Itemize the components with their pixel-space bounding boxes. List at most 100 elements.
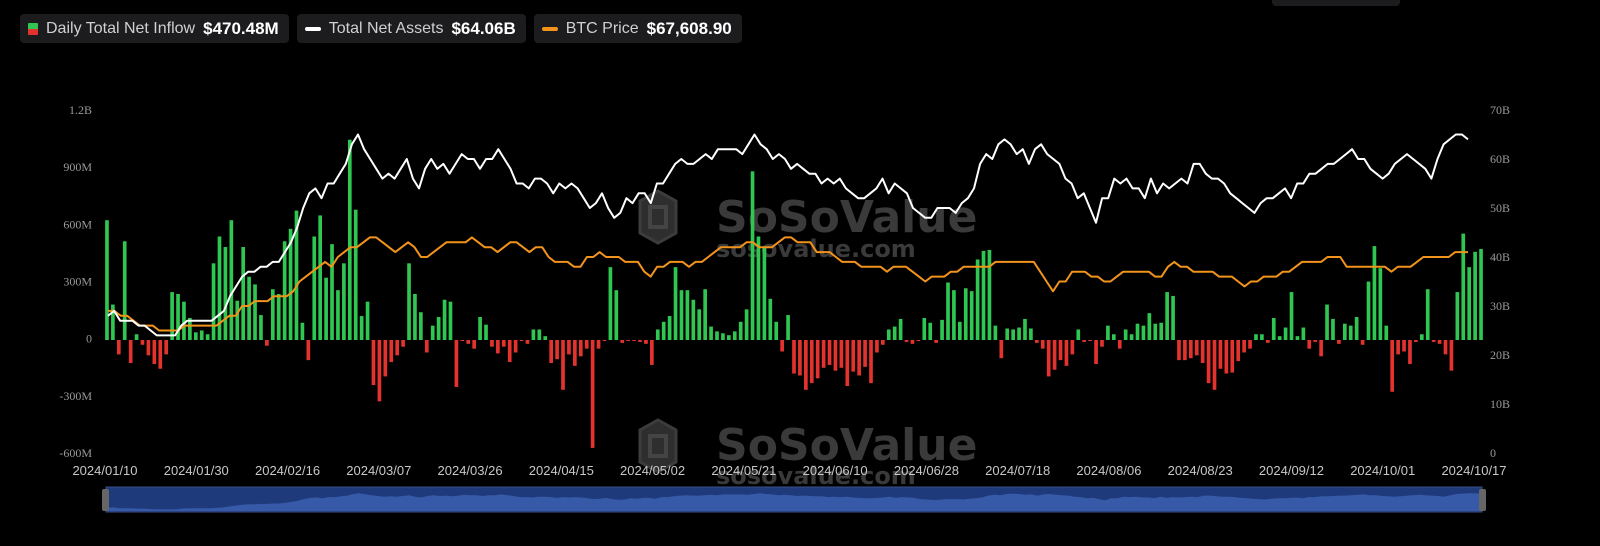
inflow-bar [709, 326, 713, 340]
inflow-bar [792, 340, 796, 374]
inflow-bar [573, 340, 577, 366]
inflow-bar [845, 340, 850, 386]
right-tick-label: 30B [1490, 299, 1510, 313]
inflow-bar [259, 315, 263, 340]
inflow-bar [1029, 328, 1033, 340]
inflow-bar [466, 340, 471, 344]
navigator-left-handle[interactable] [102, 489, 109, 511]
inflow-bar [1200, 340, 1205, 363]
inflow-bar [1378, 268, 1383, 341]
legend-assets[interactable]: Total Net Assets $64.06B [296, 14, 526, 43]
right-tick-label: 50B [1490, 201, 1510, 215]
top-right-control[interactable] [1272, 0, 1400, 6]
inflow-bar [1437, 340, 1442, 344]
x-tick-label: 2024/02/16 [255, 463, 320, 478]
inflow-bar [1088, 340, 1092, 341]
inflow-bar [1212, 340, 1217, 390]
x-tick-label: 2024/06/28 [894, 463, 959, 478]
inflow-bar [1153, 323, 1158, 340]
inflow-bar [128, 340, 133, 363]
watermark-logo-icon [638, 189, 678, 245]
inflow-bar [478, 317, 482, 340]
inflow-bar [892, 326, 897, 340]
inflow-bar [963, 288, 968, 340]
inflow-bar [490, 340, 494, 347]
inflow-bar [869, 340, 873, 384]
inflow-bar [999, 340, 1004, 359]
inflow-bar [312, 236, 317, 340]
inflow-bar [650, 340, 654, 365]
inflow-bar [353, 209, 358, 340]
inflow-bar [1046, 340, 1051, 377]
x-tick-label: 2024/07/18 [985, 463, 1050, 478]
inflow-bar [1402, 340, 1406, 352]
left-tick-label: 600M [63, 217, 92, 231]
total-net-assets-line [107, 133, 1469, 337]
inflow-bar [608, 267, 613, 340]
inflow-bar [987, 249, 992, 340]
inflow-bar [525, 340, 530, 344]
negative-swatch [28, 28, 38, 35]
inflow-bar [1473, 251, 1477, 340]
inflow-bar [389, 340, 394, 363]
inflow-bar [1111, 334, 1116, 340]
inflow-swatch-icon [28, 22, 38, 35]
navigator-right-handle[interactable] [1479, 489, 1486, 511]
x-tick-label: 2024/08/23 [1168, 463, 1233, 478]
inflow-bar [1052, 340, 1057, 370]
inflow-bar [1289, 292, 1294, 340]
inflow-bar [946, 282, 950, 340]
inflow-bar [1419, 334, 1424, 340]
inflow-bar [1455, 292, 1460, 340]
inflow-bar [188, 317, 192, 340]
inflow-bar [804, 340, 808, 390]
inflow-bar [1325, 304, 1329, 340]
inflow-bar [1431, 340, 1436, 342]
inflow-bar [448, 301, 453, 340]
inflow-bar [235, 300, 240, 340]
inflow-bar [336, 290, 340, 340]
inflow-bar [679, 290, 684, 340]
inflow-bar [276, 294, 281, 340]
inflow-bar [182, 301, 186, 340]
inflow-bar [1265, 340, 1270, 343]
inflow-bar [134, 334, 139, 340]
inflow-bar [584, 340, 589, 349]
right-tick-label: 70B [1490, 103, 1510, 117]
inflow-bar [561, 340, 565, 390]
inflow-bar [614, 290, 619, 340]
inflow-bar [934, 340, 938, 343]
inflow-bar [1366, 281, 1371, 340]
x-tick-label: 2024/01/30 [164, 463, 229, 478]
inflow-bar [975, 259, 980, 340]
inflow-bar [430, 325, 435, 341]
watermark-group: SoSoValue sosovalue.com SoSoValue sosova… [638, 189, 977, 490]
legend-inflow[interactable]: Daily Total Net Inflow $470.48M [20, 14, 289, 43]
legend-assets-label: Total Net Assets [328, 19, 444, 37]
watermark-url: sosovalue.com [716, 235, 916, 263]
inflow-bar [727, 335, 731, 340]
legend-btc[interactable]: BTC Price $67,608.90 [533, 14, 742, 43]
inflow-bar [827, 340, 832, 365]
inflow-bar [229, 220, 234, 340]
inflow-bar [744, 309, 749, 340]
inflow-bar [578, 340, 583, 357]
inflow-bar [164, 340, 169, 355]
inflow-bar [1342, 323, 1347, 340]
range-navigator[interactable] [102, 486, 1486, 513]
legend-btc-value: $67,608.90 [646, 18, 732, 38]
x-tick-label: 2024/03/26 [438, 463, 503, 478]
inflow-bar [1354, 317, 1359, 340]
inflow-bar [1271, 317, 1276, 340]
inflow-bar [1100, 340, 1104, 347]
inflow-bar [1224, 340, 1229, 374]
x-tick-label: 2024/04/15 [529, 463, 594, 478]
inflow-bar [1236, 340, 1241, 362]
inflow-bar [1177, 340, 1181, 361]
inflow-bar [537, 329, 542, 340]
inflow-bar [626, 340, 630, 341]
inflow-bar [786, 315, 790, 340]
inflow-bar [1011, 329, 1015, 340]
inflow-bar [496, 340, 500, 354]
inflow-bar [1242, 340, 1246, 353]
